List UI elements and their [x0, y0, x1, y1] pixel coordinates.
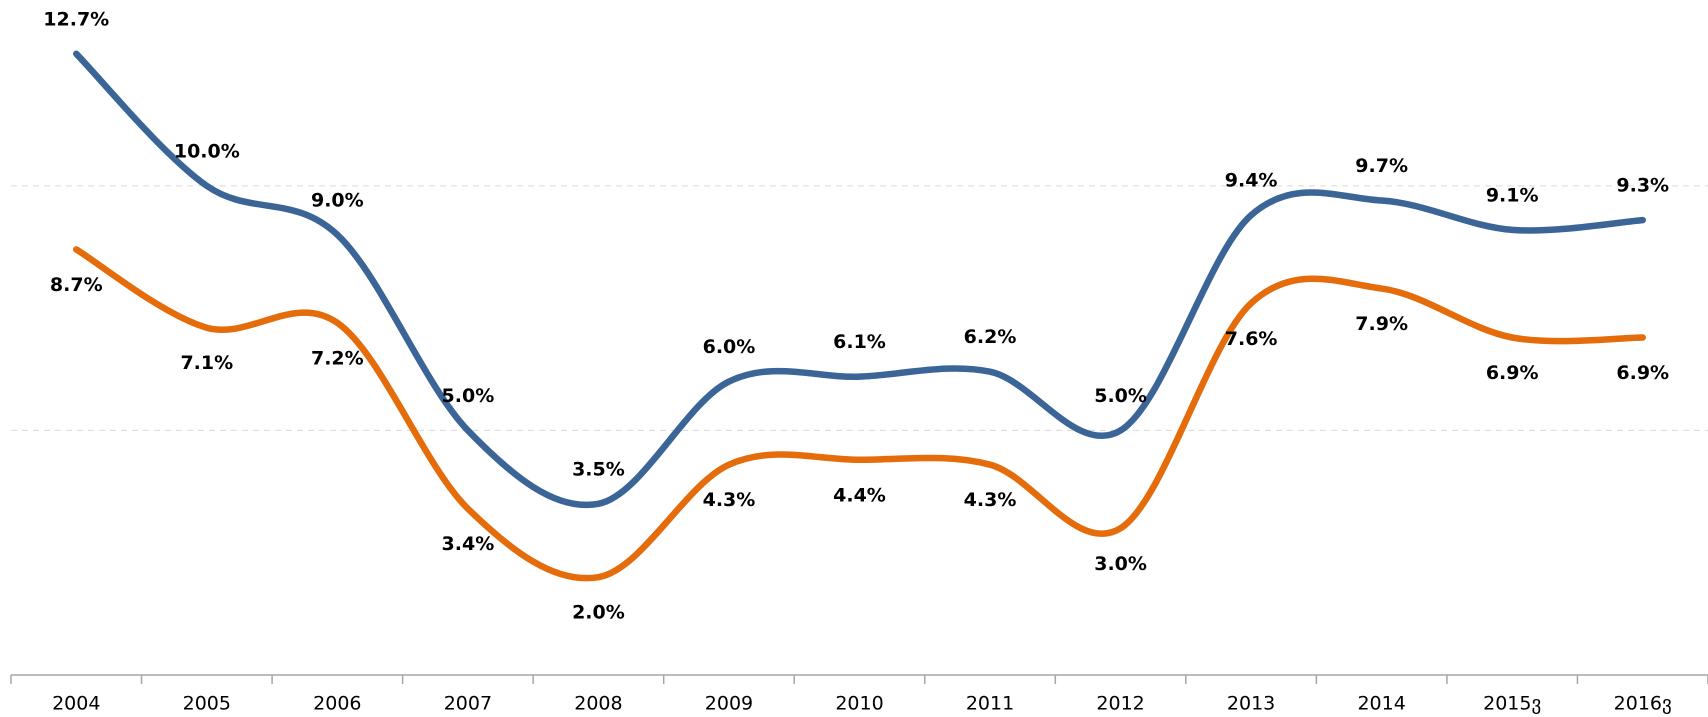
data-label: 4.3% [703, 489, 756, 511]
data-label: 3.4% [442, 533, 495, 555]
data-label: 7.2% [311, 347, 364, 369]
data-label: 9.0% [311, 189, 364, 211]
x-tick-label: 2014 [1357, 693, 1405, 715]
data-label: 4.3% [964, 489, 1017, 511]
data-label: 9.1% [1486, 184, 1539, 206]
data-label: 9.7% [1355, 155, 1408, 177]
x-tick-label: 2015ვ [1483, 693, 1541, 715]
data-label: 7.6% [1225, 328, 1278, 350]
data-label: 7.9% [1355, 313, 1408, 335]
x-tick-label: 2011 [966, 693, 1014, 715]
series-line [76, 249, 1642, 578]
data-label: 9.3% [1616, 175, 1669, 197]
x-tick-label: 2004 [52, 693, 100, 715]
data-label: 4.4% [833, 484, 886, 506]
data-label: 3.5% [572, 458, 625, 480]
data-label: 2.0% [572, 602, 625, 624]
x-tick-label: 2005 [183, 693, 231, 715]
data-label: 12.7% [43, 8, 109, 30]
x-tick-label: 2007 [444, 693, 492, 715]
data-label: 9.4% [1225, 170, 1278, 192]
data-label: 5.0% [1094, 385, 1147, 407]
data-label: 6.9% [1486, 362, 1539, 384]
series-line [76, 54, 1642, 505]
data-label: 5.0% [442, 385, 495, 407]
x-tick-label: 2013 [1227, 693, 1275, 715]
data-label: 10.0% [174, 140, 240, 162]
x-tick-label: 2009 [705, 693, 753, 715]
data-label: 6.9% [1616, 362, 1669, 384]
data-label: 7.1% [180, 352, 233, 374]
x-tick-label: 2016ვ [1614, 693, 1672, 715]
data-label: 6.2% [964, 326, 1017, 348]
x-tick-label: 2012 [1096, 693, 1144, 715]
x-tick-label: 2006 [313, 693, 361, 715]
x-tick-label: 2008 [574, 693, 622, 715]
chart: 2004 2005 2006 2007 2008 2009 2010 2011 2012 2013… [0, 0, 1708, 717]
data-label: 8.7% [50, 274, 103, 296]
data-label: 6.0% [703, 336, 756, 358]
data-label: 6.1% [833, 331, 886, 353]
x-tick-label: 2010 [835, 693, 883, 715]
data-label: 3.0% [1094, 553, 1147, 575]
